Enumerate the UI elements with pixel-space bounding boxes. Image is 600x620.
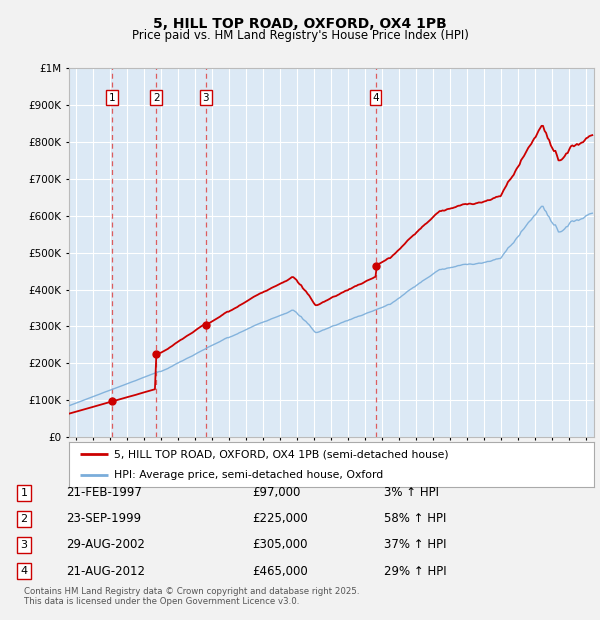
Text: £465,000: £465,000 — [252, 565, 308, 577]
Text: 3% ↑ HPI: 3% ↑ HPI — [384, 487, 439, 499]
Text: 3: 3 — [20, 540, 28, 550]
Text: 29% ↑ HPI: 29% ↑ HPI — [384, 565, 446, 577]
Text: £97,000: £97,000 — [252, 487, 301, 499]
Text: 21-FEB-1997: 21-FEB-1997 — [66, 487, 142, 499]
Text: HPI: Average price, semi-detached house, Oxford: HPI: Average price, semi-detached house,… — [113, 469, 383, 480]
Text: Contains HM Land Registry data © Crown copyright and database right 2025.: Contains HM Land Registry data © Crown c… — [24, 587, 359, 596]
Text: 2: 2 — [153, 93, 160, 103]
Text: 58% ↑ HPI: 58% ↑ HPI — [384, 513, 446, 525]
Text: 4: 4 — [372, 93, 379, 103]
Text: 21-AUG-2012: 21-AUG-2012 — [66, 565, 145, 577]
Text: 3: 3 — [203, 93, 209, 103]
Text: £225,000: £225,000 — [252, 513, 308, 525]
Text: Price paid vs. HM Land Registry's House Price Index (HPI): Price paid vs. HM Land Registry's House … — [131, 29, 469, 42]
Text: 1: 1 — [20, 488, 28, 498]
Text: 5, HILL TOP ROAD, OXFORD, OX4 1PB: 5, HILL TOP ROAD, OXFORD, OX4 1PB — [153, 17, 447, 32]
Text: 23-SEP-1999: 23-SEP-1999 — [66, 513, 141, 525]
Text: 1: 1 — [109, 93, 115, 103]
Text: 2: 2 — [20, 514, 28, 524]
Text: 37% ↑ HPI: 37% ↑ HPI — [384, 539, 446, 551]
Text: £305,000: £305,000 — [252, 539, 308, 551]
Text: 29-AUG-2002: 29-AUG-2002 — [66, 539, 145, 551]
Text: 5, HILL TOP ROAD, OXFORD, OX4 1PB (semi-detached house): 5, HILL TOP ROAD, OXFORD, OX4 1PB (semi-… — [113, 449, 448, 459]
Text: This data is licensed under the Open Government Licence v3.0.: This data is licensed under the Open Gov… — [24, 597, 299, 606]
Text: 4: 4 — [20, 566, 28, 576]
